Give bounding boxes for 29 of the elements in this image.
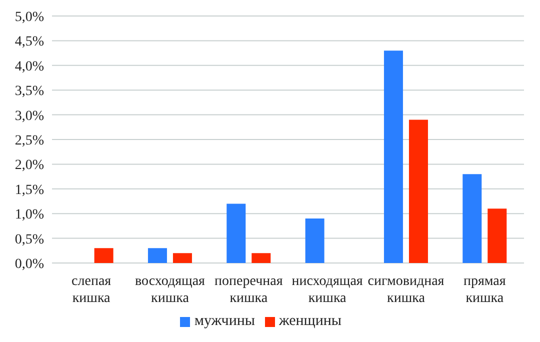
y-tick-label: 0,0% <box>14 256 44 272</box>
y-tick-label: 4,0% <box>14 59 44 74</box>
x-tick-label: восходящая кишка <box>135 274 206 306</box>
bar <box>226 204 246 263</box>
y-tick-label: 3,5% <box>14 84 44 100</box>
y-tick-label: 1,5% <box>14 182 44 198</box>
y-tick-label: 2,0% <box>14 158 44 174</box>
y-tick-label: 2,5% <box>14 133 44 148</box>
y-tick-label: 0,5% <box>14 232 44 248</box>
bar <box>408 120 428 263</box>
x-tick-label: прямая кишка <box>463 274 506 306</box>
y-tick-label: 1,0% <box>14 208 44 223</box>
x-tick-label: сигмовидная кишка <box>368 274 445 306</box>
bar <box>488 208 507 263</box>
bar <box>172 253 192 263</box>
bar <box>148 248 167 263</box>
bar <box>384 50 403 263</box>
legend-label: женщины <box>278 313 342 329</box>
y-tick-label: 3,0% <box>14 108 44 124</box>
bar <box>252 253 271 263</box>
x-tick-label: нисходящая кишка <box>292 274 364 306</box>
bar <box>462 174 482 263</box>
y-tick-label: 4,5% <box>14 34 44 50</box>
y-tick-label: 5,0% <box>14 10 44 25</box>
bar <box>94 248 114 263</box>
x-tick-label: слепая кишка <box>72 274 112 306</box>
bar <box>305 218 324 263</box>
x-tick-label: поперечная кишка <box>214 274 284 306</box>
legend-label: мужчины <box>194 313 255 329</box>
